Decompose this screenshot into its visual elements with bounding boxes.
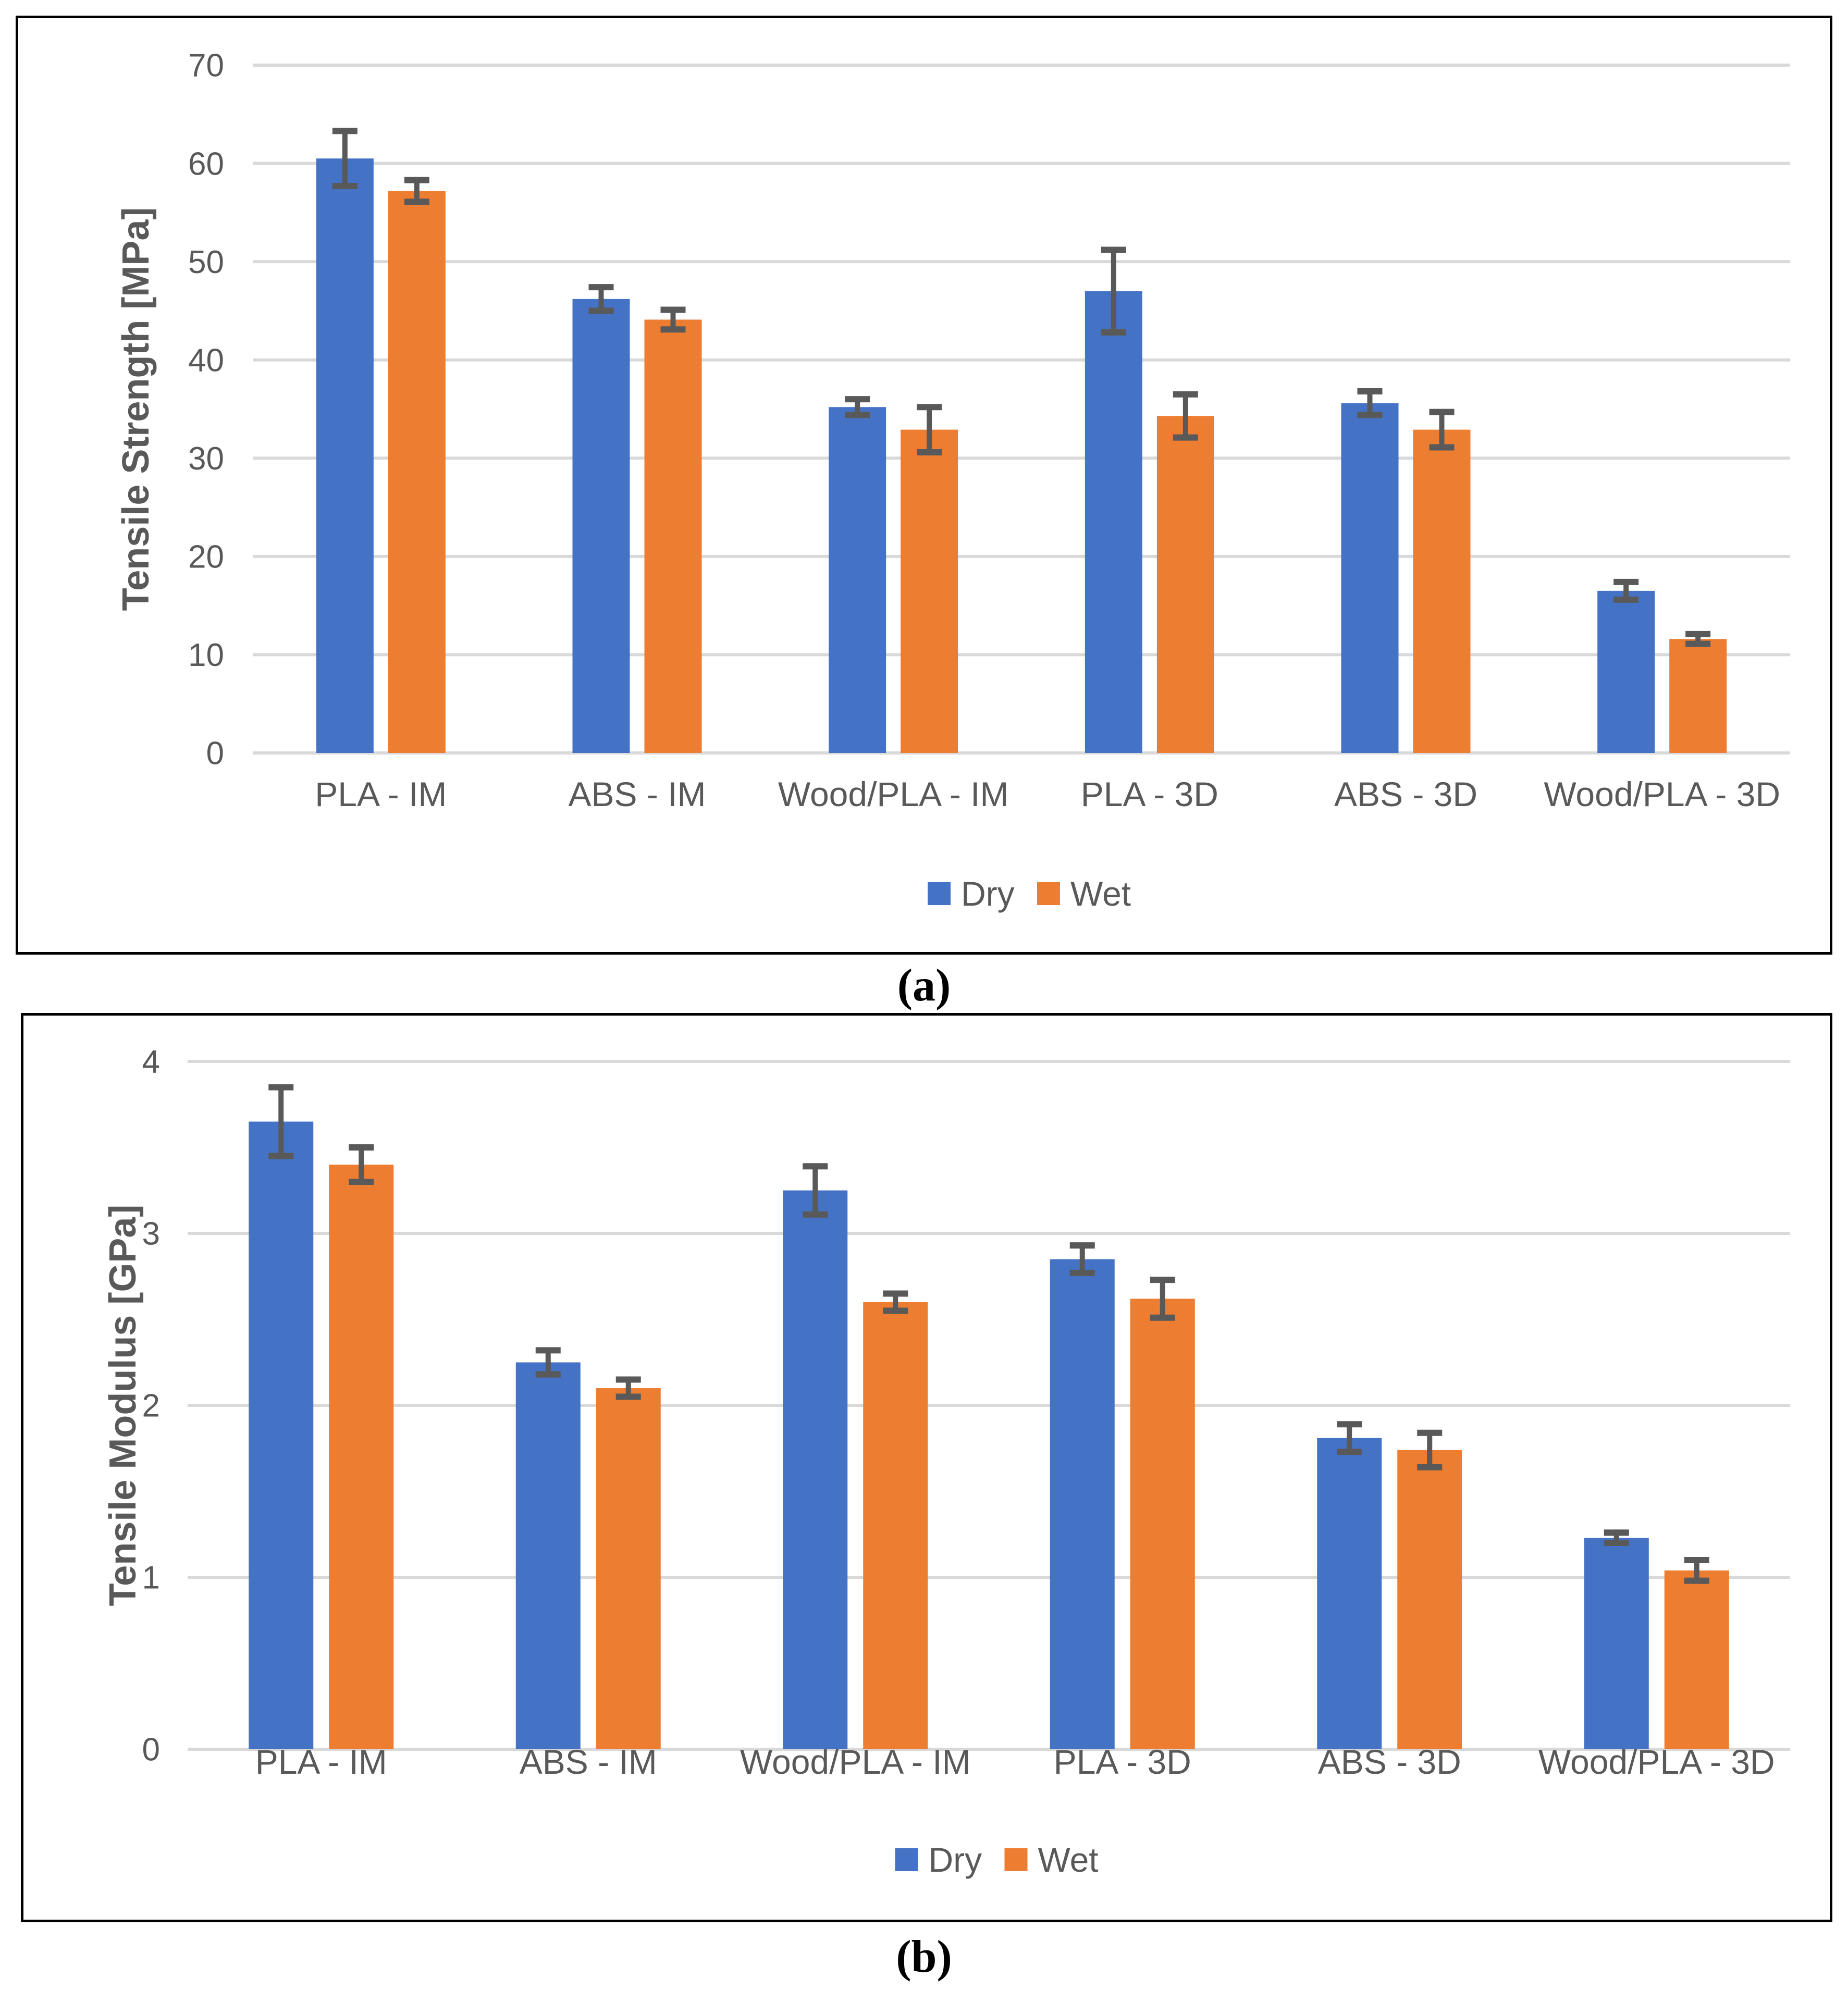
y-tick-label: 40 [188, 342, 224, 378]
bar-dry-1 [249, 1121, 314, 1749]
bar-dry-4 [1085, 291, 1142, 753]
y-tick-label: 0 [206, 736, 224, 772]
bar-dry-1 [316, 158, 374, 753]
y-tick-label: 50 [188, 244, 224, 280]
x-category-label: ABS - 3D [1334, 775, 1477, 813]
bar-wet-6 [1664, 1570, 1729, 1749]
legend-swatch-wet [1037, 882, 1060, 905]
legend: Dry Wet [928, 874, 1131, 913]
caption-b: (b) [896, 1932, 952, 1982]
bar-dry-4 [1050, 1259, 1115, 1749]
y-axis-title: Tensile Modulus [GPa] [102, 1205, 144, 1606]
bar-wet-2 [644, 319, 702, 753]
y-tick-label: 60 [188, 146, 224, 182]
y-tick-label: 30 [188, 441, 224, 477]
x-category-label: Wood/PLA - 3D [1544, 775, 1780, 813]
y-tick-label: 1 [142, 1560, 160, 1596]
y-tick-label: 10 [188, 637, 224, 673]
x-category-label: PLA - IM [315, 775, 447, 813]
bar-wet-6 [1669, 639, 1727, 753]
y-tick-label: 4 [142, 1044, 160, 1080]
bar-dry-6 [1597, 590, 1655, 753]
bar-wet-2 [596, 1388, 661, 1749]
legend: Dry Wet [895, 1840, 1099, 1879]
bar-dry-3 [783, 1190, 848, 1749]
x-category-label: Wood/PLA - IM [740, 1742, 971, 1781]
legend-label-dry: Dry [961, 874, 1015, 913]
bar-dry-5 [1341, 403, 1399, 753]
y-tick-label: 0 [142, 1732, 160, 1768]
tensile-strength-bar-chart: 0 10 20 30 40 50 60 70 Tensile Strength [MPa] PLA… [115, 48, 1790, 913]
y-axis-title: Tensile Strength [MPa] [115, 207, 157, 611]
bar-wet-1 [388, 191, 446, 753]
x-category-label: Wood/PLA - 3D [1538, 1742, 1775, 1781]
legend-swatch-dry [928, 882, 951, 905]
bar-wet-4 [1156, 416, 1214, 753]
bar-wet-1 [329, 1165, 394, 1749]
bar-dry-3 [829, 407, 886, 753]
y-tick-label: 20 [188, 539, 224, 575]
bar-dry-5 [1317, 1438, 1382, 1749]
bar-wet-5 [1397, 1450, 1462, 1749]
bar-dry-2 [515, 1362, 581, 1749]
bar-dry-2 [572, 299, 630, 753]
bar-wet-3 [863, 1302, 928, 1749]
legend-label-dry: Dry [929, 1840, 982, 1879]
x-category-label: PLA - 3D [1081, 775, 1218, 813]
bar-dry-6 [1584, 1538, 1649, 1749]
caption-a: (a) [897, 960, 951, 1011]
legend-swatch-dry [895, 1848, 918, 1871]
legend-swatch-wet [1004, 1848, 1028, 1871]
chart-panel-a: 0 10 20 30 40 50 60 70 Tensile Strength [MPa] PLA… [16, 16, 1832, 955]
bar-wet-3 [901, 429, 958, 753]
bar-wet-5 [1413, 429, 1471, 753]
y-tick-label: 3 [142, 1216, 160, 1252]
y-tick-label: 2 [142, 1388, 160, 1424]
bar-wet-4 [1130, 1299, 1195, 1749]
legend-label-wet: Wet [1038, 1840, 1099, 1879]
chart-panel-b: 0 1 2 3 4 Tensile Modulus [GPa] PLA - IM ABS - … [21, 1013, 1832, 1922]
x-category-label: Wood/PLA - IM [778, 775, 1009, 813]
y-tick-label: 70 [188, 48, 224, 84]
x-category-label: ABS - IM [568, 775, 706, 813]
legend-label-wet: Wet [1070, 874, 1131, 913]
